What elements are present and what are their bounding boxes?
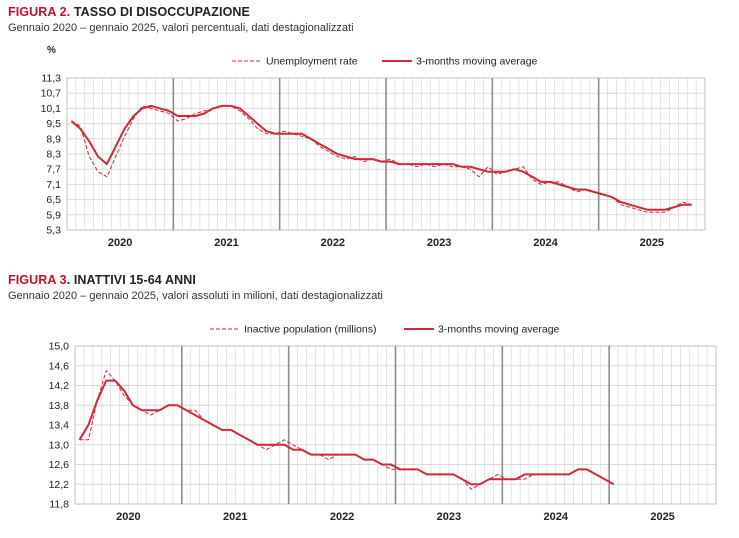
y-tick-label: 14,2 [49, 380, 70, 392]
figure-subtitle: Gennaio 2020 – gennaio 2025, valori perc… [8, 22, 354, 34]
figure-title: FIGURA 2. TASSO DI DISOCCUPAZIONE [8, 5, 250, 19]
series-line-average [78, 379, 615, 486]
y-tick-label: 7,1 [46, 179, 61, 191]
legend-label: 3-months moving average [438, 324, 560, 336]
y-tick-label: 11,3 [41, 73, 61, 85]
y-axis-unit: % [47, 45, 56, 56]
legend-label: Unemployment rate [266, 56, 358, 68]
y-axis: 15,0 14,6 14,2 13,8 13,4 13,0 12,6 12,2 11,8 [49, 341, 70, 511]
y-tick-label: 13,8 [49, 400, 70, 412]
x-axis: 2020 2021 2022 2023 2024 2025 [108, 237, 664, 249]
figure-subtitle: Gennaio 2020 – gennaio 2025, valori asso… [8, 290, 383, 302]
legend-label: Inactive population (millions) [244, 324, 376, 336]
x-tick-label: 2025 [650, 511, 674, 523]
y-tick-label: 13,4 [49, 420, 70, 432]
y-tick-label: 12,2 [49, 479, 70, 491]
y-axis: 11,3 10,7 10,1 9,5 8,9 8,3 7,7 7,1 6,5 5,9 5,3 [41, 73, 62, 237]
x-axis: 2020 2021 2022 2023 2024 2025 [116, 511, 675, 523]
figure-name: TASSO DI DISOCCUPAZIONE [73, 5, 250, 19]
legend: Inactive population (millions) 3-months m… [210, 324, 560, 336]
legend: Unemployment rate 3-months moving average [232, 56, 538, 68]
series-line-raw [79, 370, 614, 490]
x-tick-label: 2025 [640, 237, 664, 249]
y-tick-label: 12,6 [49, 459, 70, 471]
y-tick-label: 13,0 [49, 439, 70, 451]
series-line-average [70, 104, 692, 211]
x-tick-label: 2022 [321, 237, 345, 249]
y-tick-label: 8,3 [46, 149, 61, 161]
x-tick-label: 2022 [330, 511, 354, 523]
figure-number: FIGURA 3 [8, 273, 67, 287]
y-tick-label: 7,7 [46, 164, 61, 176]
y-tick-label: 6,5 [46, 194, 61, 206]
legend-label: 3-months moving average [416, 56, 538, 68]
x-tick-label: 2020 [116, 511, 140, 523]
figure-number: FIGURA 2. [8, 5, 71, 19]
x-tick-label: 2024 [533, 237, 558, 249]
y-tick-label: 5,3 [46, 225, 61, 237]
y-tick-label: 11,8 [49, 499, 69, 511]
inactive-chart: 15,0 14,6 14,2 13,8 13,4 13,0 12,6 12,2 11,8 2020… [49, 324, 717, 523]
x-tick-label: 2021 [223, 511, 247, 523]
y-tick-label: 9,5 [46, 118, 61, 130]
x-tick-label: 2020 [108, 237, 132, 249]
minor-gridlines [75, 78, 697, 230]
y-tick-label: 8,9 [46, 133, 61, 145]
x-tick-label: 2023 [427, 237, 451, 249]
figure-title: FIGURA 3. INATTIVI 15-64 ANNI [8, 273, 196, 287]
y-tick-label: 5,9 [46, 209, 61, 221]
x-tick-label: 2021 [214, 237, 238, 249]
minor-gridlines [83, 346, 708, 504]
y-tick-label: 15,0 [49, 341, 70, 353]
y-tick-label: 10,1 [41, 103, 62, 115]
figure-name: . INATTIVI 15-64 ANNI [66, 273, 196, 287]
figure-unemployment: FIGURA 2. TASSO DI DISOCCUPAZIONE Gennai… [0, 0, 739, 265]
unemployment-chart: 11,3 10,7 10,1 9,5 8,9 8,3 7,7 7,1 6,5 5,9 5,3 2020… [41, 45, 706, 249]
figure-inactive: FIGURA 3. INATTIVI 15-64 ANNI Gennaio 20… [0, 268, 739, 536]
x-tick-label: 2024 [544, 511, 569, 523]
x-tick-label: 2023 [437, 511, 461, 523]
y-tick-label: 14,6 [49, 360, 70, 372]
y-tick-label: 10,7 [41, 88, 62, 100]
